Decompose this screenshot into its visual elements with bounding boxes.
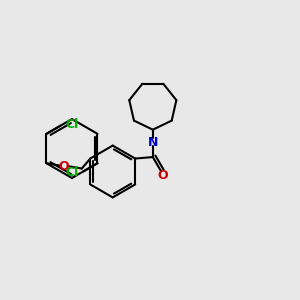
Text: Cl: Cl <box>66 118 79 131</box>
Text: N: N <box>148 136 158 149</box>
Text: O: O <box>157 169 168 182</box>
Text: Cl: Cl <box>65 166 78 179</box>
Text: O: O <box>59 160 70 173</box>
